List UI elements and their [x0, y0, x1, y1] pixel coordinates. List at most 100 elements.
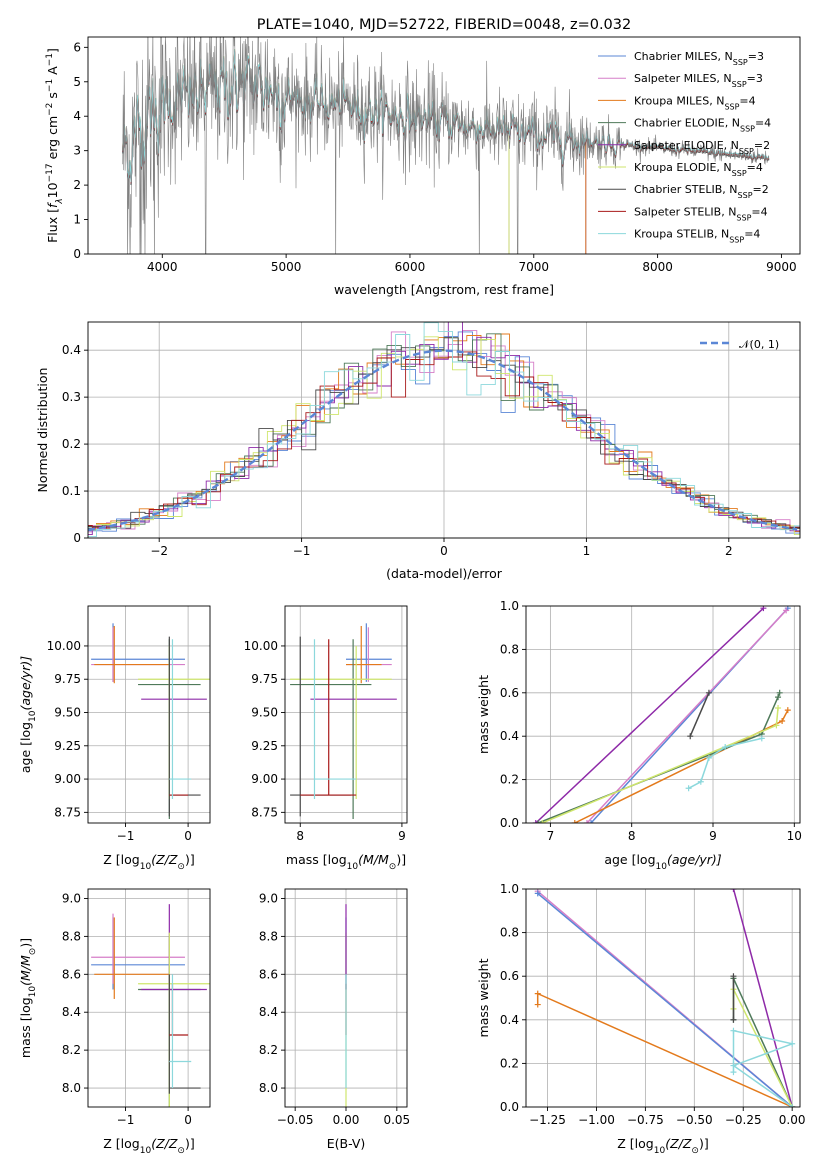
weight_vs_age-marker-kroupa_stelib: [705, 754, 712, 761]
mass_vs_Z-xlabel: Z [log10(Z/Z⊙)]: [103, 1136, 194, 1156]
legend-label-text: Kroupa STELIB, N: [634, 228, 729, 241]
spectrum-xtick-label: 6000: [395, 260, 426, 274]
legend-label-sub: SSP: [729, 235, 744, 244]
mass_vs_Z-errorbar-kroupa_stelib: [169, 974, 192, 1089]
spectrum-xtick-label: 9000: [766, 260, 797, 274]
weight_vs_Z-xtick-label: 0.00: [779, 1113, 806, 1127]
legend-label-sub: SSP: [736, 213, 751, 222]
mass_vs_Z-ylabel-part: ⊙: [28, 948, 38, 956]
mass_vs_Z-errorbar-salpeter_miles: [91, 913, 185, 984]
weight_vs_age-xlabel-part: 10: [656, 862, 668, 872]
spectrum-ylabel-part: f: [45, 202, 60, 208]
mass_vs_Z-xlabel-part: Z [log: [103, 1136, 139, 1151]
mass_vs_ebv-ytick-label: 9.0: [259, 891, 278, 905]
residuals-gaussian-line: [88, 349, 798, 531]
legend-label-suffix: =3: [748, 50, 764, 63]
weight_vs_age-marker-kroupa_miles: [784, 707, 791, 714]
mass_vs_Z-ytick-label: 8.0: [62, 1081, 81, 1095]
weight_vs_Z-ytick-label: 0.0: [500, 1100, 519, 1114]
weight_vs_age-marker-kroupa_elodie: [539, 820, 546, 823]
weight_vs_age-marker-kroupa_elodie: [775, 704, 782, 711]
weight_vs_age-ytick-label: 0.0: [500, 816, 519, 830]
residuals-ytick-label: 0.2: [62, 437, 81, 451]
mass_vs_Z-xlabel-part: (Z/Z: [151, 1136, 178, 1151]
weight_vs_Z-spine: [525, 888, 801, 1108]
weight_vs_age-xtick-label: 9: [709, 829, 717, 843]
weight_vs_age-marker-kroupa_stelib: [722, 744, 729, 751]
mass_vs_Z-ylabel-part: )]: [18, 938, 33, 948]
weight_vs_Z-marker-kroupa_stelib: [730, 1062, 737, 1069]
mass_vs_Z-errorbar-chabrier_stelib: [168, 974, 201, 1094]
weight_vs_age-marker-chabrier_elodie: [775, 694, 782, 701]
mass_vs_ebv-axes: [285, 889, 407, 1107]
spectrum-ytick-label: 6: [73, 40, 81, 54]
age_vs_Z-ytick-label: 10.00: [47, 639, 81, 653]
legend-label-sub: SSP: [733, 58, 748, 67]
spectrum-ytick-label: 5: [73, 75, 81, 89]
mass_vs_Z-ytick-label: 8.4: [62, 1005, 81, 1019]
age_vs_mass-errorbar-kroupa_miles: [346, 625, 382, 684]
age_vs_mass-xtick-label: 9: [398, 829, 406, 843]
weight_vs_age-marker-kroupa_stelib: [685, 785, 692, 792]
weight_vs_Z-line-salpeter_elodie: [732, 889, 793, 1107]
spectrum-xtick-label: 8000: [642, 260, 673, 274]
weight_vs_Z-marker-kroupa_stelib: [730, 1027, 737, 1034]
mass_vs_Z-ylabel: mass [log10(M/M⊙)]: [18, 938, 38, 1058]
residuals-hist-kroupa_miles: [88, 333, 800, 532]
age_vs_Z-errorbar-chabrier_miles: [91, 623, 185, 682]
age_vs_Z-ylabel: age [log10(age/yr)]: [18, 656, 38, 773]
weight_vs_Z-marker-kroupa_stelib: [789, 1040, 796, 1047]
age_vs_mass-errorbar-kroupa_elodie: [290, 645, 392, 800]
mass_vs_Z-plot-area: [91, 904, 210, 1107]
age_vs_mass-ytick-label: 10.00: [244, 639, 278, 653]
mass_vs_ebv-xtick-label: 0.00: [333, 1113, 360, 1127]
weight_vs_Z-xlabel-part: )]: [699, 1136, 709, 1151]
weight_vs_Z-marker-salpeter_elodie: [730, 889, 737, 892]
weight_vs_Z-marker-kroupa_miles: [534, 1001, 541, 1008]
spectrum-xtick-label: 5000: [271, 260, 302, 274]
legend-label-text: Salpeter ELODIE, N: [634, 139, 739, 152]
weight_vs_age-marker-salpeter_elodie: [532, 820, 539, 823]
spectrum-ylabel-part: −17: [45, 163, 55, 182]
weight_vs_Z-xlabel: Z [log10(Z/Z⊙)]: [617, 1136, 708, 1156]
mass_vs_Z-ytick-label: 8.6: [62, 967, 81, 981]
weight_vs_age-ytick-label: 1.0: [500, 599, 519, 613]
spectrum-ylabel-part: λ: [55, 198, 65, 204]
residuals-xtick-label: 2: [725, 544, 733, 558]
weight_vs_Z-ytick-label: 0.6: [500, 969, 519, 983]
weight_vs_age-ylabel: mass weight: [476, 675, 491, 754]
legend-label-suffix: =4: [744, 228, 760, 241]
residuals-hist-kroupa_stelib: [88, 322, 800, 538]
weight_vs_age-xtick-label: 8: [628, 829, 636, 843]
residuals-xtick-label: 1: [583, 544, 591, 558]
age_vs_mass-ytick-label: 8.75: [251, 805, 278, 819]
weight_vs_age-spine: [525, 605, 801, 824]
legend-label-text: Chabrier STELIB, N: [634, 183, 738, 196]
age_vs_mass-xtick-label: 8: [296, 829, 304, 843]
weight_vs_Z-line-kroupa_elodie: [732, 988, 793, 1107]
mass_vs_ebv-xtick-label: 0.05: [383, 1113, 410, 1127]
spectrum-legend-label: Chabrier MILES, NSSP=3: [634, 50, 764, 67]
weight_vs_Z-xlabel-part: ⊙: [691, 1146, 699, 1156]
residuals-hist-chabrier_stelib: [88, 337, 800, 531]
mass_vs_Z-ytick-label: 8.8: [62, 929, 81, 943]
age_vs_mass-errorbar-salpeter_stelib: [300, 639, 357, 796]
spectrum-xlabel: wavelength [Angstrom, rest frame]: [334, 282, 554, 297]
weight_vs_age-marker-chabrier_stelib: [705, 689, 712, 696]
mass_vs_ebv-ytick-label: 8.8: [259, 929, 278, 943]
weight_vs_Z-ytick-label: 0.8: [500, 926, 519, 940]
age_vs_mass-frame: 8 9 8.75 9.00 9.25 9.50 9.75 10.00 mass [log10(M…: [244, 605, 408, 872]
weight_vs_Z-xlabel-part: (Z/Z: [665, 1136, 692, 1151]
age_vs_mass-xlabel-part: (M/M: [358, 852, 389, 867]
spectrum-ylabel-part: erg cm: [45, 116, 60, 164]
chart-title: PLATE=1040, MJD=52722, FIBERID=0048, z=0…: [257, 17, 631, 33]
spectrum-legend-label: Chabrier ELODIE, NSSP=4: [634, 117, 771, 134]
mass_vs_ebv-ytick-label: 8.4: [259, 1005, 278, 1019]
weight_vs_age-marker-chabrier_elodie: [535, 820, 542, 823]
spectrum-legend-label: Kroupa ELODIE, NSSP=4: [634, 161, 763, 178]
weight_vs_Z-line-kroupa_miles: [536, 992, 793, 1107]
mass_vs_Z-spine: [87, 888, 211, 1108]
spectrum-plot-area: [122, 37, 770, 254]
residuals-frame: −2 −1 0 1 2 0 0.1 0.2 0.3 0.4 (data-model)/error No…: [35, 321, 801, 581]
